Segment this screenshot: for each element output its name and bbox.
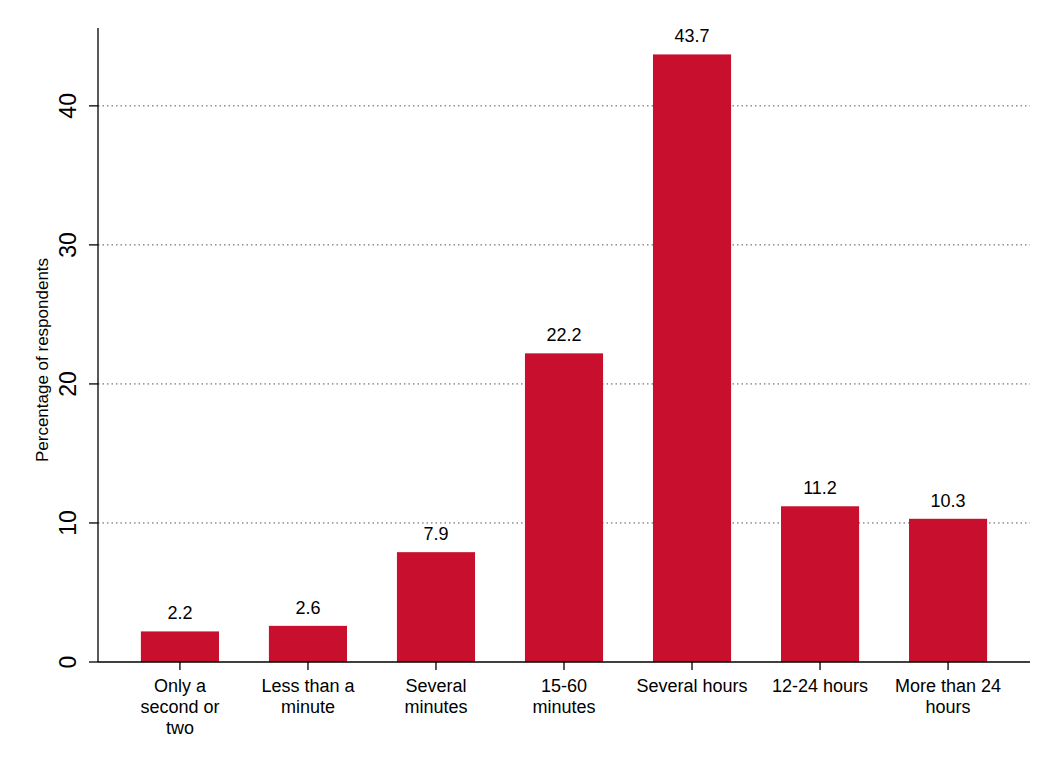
- data-label: 11.2: [803, 478, 837, 498]
- grid-line: [98, 105, 1030, 106]
- data-label: 43.7: [674, 26, 709, 46]
- y-tick: [89, 661, 98, 662]
- bar: [653, 54, 731, 662]
- x-tick: [819, 662, 820, 670]
- x-tick-label-line: Several: [405, 676, 466, 696]
- y-axis-line: [97, 28, 98, 662]
- grid-line: [98, 244, 1030, 245]
- data-label: 7.9: [423, 524, 448, 544]
- x-tick-label: Several hours: [636, 676, 747, 696]
- y-tick-label: 40: [55, 93, 81, 119]
- x-tick-label: Only asecond ortwo: [140, 676, 219, 738]
- y-tick: [89, 383, 98, 384]
- x-tick: [563, 662, 564, 670]
- bar: [781, 506, 859, 662]
- data-label: 10.3: [931, 491, 966, 511]
- y-tick-label: 30: [55, 232, 81, 258]
- chart: 2.2 2.6 7.9 22.2 43.7 11.2 10.3 0 10 20 30 40 Percen…: [0, 0, 1059, 771]
- data-label: 22.2: [546, 325, 581, 345]
- x-tick-label-line: 15-60: [541, 676, 587, 696]
- x-tick-label-line: second or: [140, 697, 219, 717]
- x-tick: [307, 662, 308, 670]
- x-tick: [435, 662, 436, 670]
- x-tick-label: 15-60minutes: [532, 676, 595, 717]
- x-tick-label: More than 24hours: [895, 676, 1001, 717]
- x-tick-label-line: More than 24: [895, 676, 1001, 696]
- x-tick-label-line: 12-24 hours: [772, 676, 868, 696]
- x-tick: [691, 662, 692, 670]
- bar: [141, 631, 219, 662]
- x-tick-label: Less than aminute: [261, 676, 355, 717]
- bar: [397, 552, 475, 662]
- x-tick-label-line: Only a: [154, 676, 207, 696]
- bar: [269, 626, 347, 662]
- bars: [141, 54, 987, 662]
- y-tick: [89, 244, 98, 245]
- data-label: 2.2: [167, 603, 192, 623]
- y-tick: [89, 522, 98, 523]
- x-tick-label: 12-24 hours: [772, 676, 868, 696]
- x-tick-label-line: Several hours: [636, 676, 747, 696]
- x-tick-label: Severalminutes: [404, 676, 467, 717]
- data-label: 2.6: [295, 598, 320, 618]
- y-tick-label: 10: [55, 510, 81, 536]
- x-tick-label-line: hours: [926, 697, 971, 717]
- x-tick-label-line: minutes: [404, 697, 467, 717]
- y-tick: [89, 105, 98, 106]
- bar: [525, 353, 603, 662]
- y-tick-label: 0: [55, 656, 81, 669]
- x-tick-label-line: minutes: [532, 697, 595, 717]
- x-tick-label-line: Less than a: [261, 676, 355, 696]
- bar: [909, 519, 987, 662]
- y-axis-title: Percentage of respondents: [33, 258, 52, 462]
- x-tick-label-line: two: [166, 718, 194, 738]
- x-tick-label-line: minute: [281, 697, 335, 717]
- x-tick: [947, 662, 948, 670]
- x-tick: [179, 662, 180, 670]
- y-tick-label: 20: [55, 371, 81, 397]
